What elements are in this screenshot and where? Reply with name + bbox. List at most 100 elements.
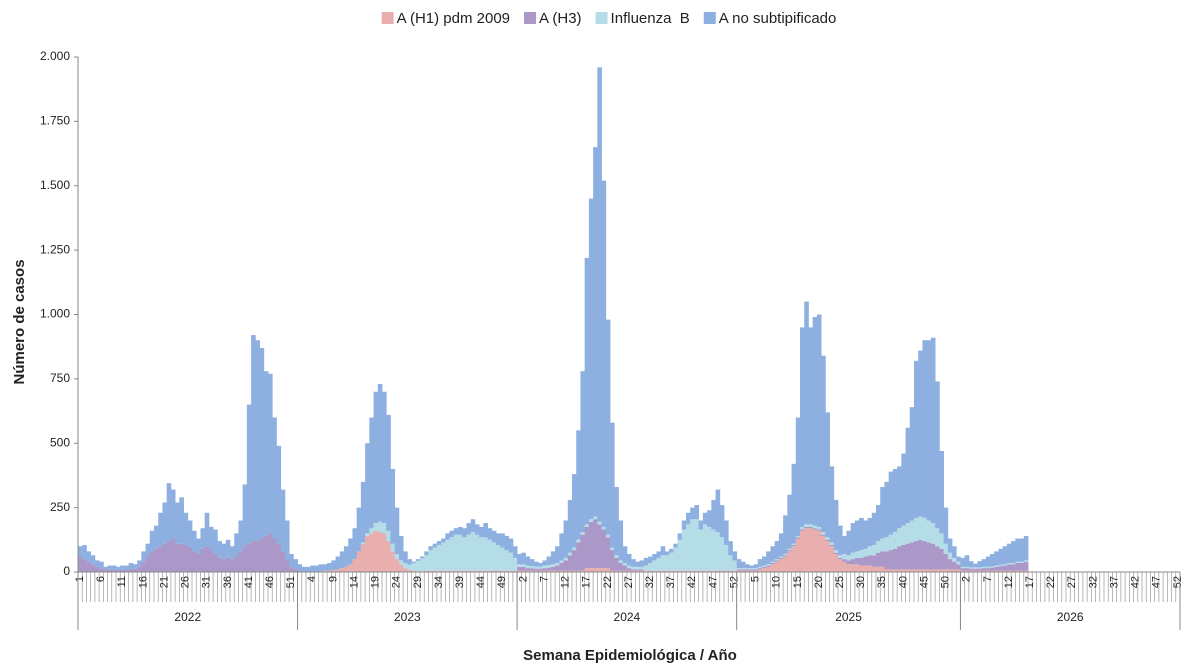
bar-segment <box>926 569 932 572</box>
bar-segment <box>458 526 463 535</box>
bar-segment <box>534 561 539 567</box>
bar-segment <box>673 570 678 572</box>
bar-segment <box>179 543 184 572</box>
bar-segment <box>1006 543 1012 563</box>
bar-segment <box>914 517 919 542</box>
bar-segment <box>850 559 856 565</box>
x-tick-label: 10 <box>771 576 783 588</box>
bar-segment <box>614 570 619 572</box>
bar-segment <box>694 519 700 571</box>
bar-segment <box>694 570 700 572</box>
bar-segment <box>449 530 455 538</box>
bar-segment <box>572 474 577 548</box>
bar-segment <box>660 570 666 572</box>
bar-segment <box>774 560 780 562</box>
bar-segment <box>111 569 117 572</box>
bar-segment <box>504 535 510 551</box>
bar-segment <box>905 569 911 572</box>
bar-segment <box>403 551 408 563</box>
bar-segment <box>403 568 408 572</box>
bar-segment <box>458 534 463 571</box>
bar-segment <box>293 559 298 569</box>
bar-segment <box>246 404 252 544</box>
bar-segment <box>816 314 822 527</box>
bar-segment <box>386 414 391 531</box>
bar-segment <box>550 566 556 571</box>
bar-segment <box>588 568 594 572</box>
bar-segment <box>935 569 940 572</box>
bar-segment <box>656 551 662 558</box>
bar-segment <box>918 350 923 517</box>
bar-segment <box>1023 535 1029 561</box>
bar-segment <box>867 555 873 566</box>
bar-segment <box>453 528 459 535</box>
bar-segment <box>415 559 421 561</box>
bar-segment <box>669 548 674 553</box>
bar-segment <box>829 544 835 547</box>
bar-segment <box>622 546 628 563</box>
bar-segment <box>158 512 163 547</box>
bar-segment <box>192 551 197 572</box>
bar-segment <box>529 570 535 572</box>
bar-segment <box>593 568 598 572</box>
bar-segment <box>939 450 944 534</box>
bar-segment <box>572 547 577 551</box>
bar-segment <box>322 564 328 571</box>
x-tick-label: 17 <box>1024 576 1036 588</box>
bar-segment <box>973 568 978 571</box>
x-tick-label: 34 <box>433 576 445 588</box>
x-tick-label: 7 <box>982 576 994 582</box>
bar-segment <box>652 570 657 572</box>
bar-segment <box>234 533 239 557</box>
x-tick-label: 45 <box>918 576 930 588</box>
bar-segment <box>238 551 244 572</box>
bar-segment <box>770 561 776 563</box>
bar-segment <box>719 570 725 572</box>
bar-segment <box>783 555 788 557</box>
bar-segment <box>774 561 780 572</box>
bar-segment <box>154 525 159 549</box>
y-tick-label: 250 <box>50 500 70 514</box>
bar-segment <box>897 546 902 570</box>
bar-segment <box>559 560 564 563</box>
bar-segment <box>749 568 754 570</box>
bar-segment <box>702 512 708 525</box>
bar-segment <box>521 566 526 571</box>
bar-segment <box>968 561 974 568</box>
bar-segment <box>394 553 400 560</box>
bar-segment <box>559 562 564 571</box>
bar-segment <box>901 525 906 545</box>
bar-segment <box>225 539 231 558</box>
bar-segment <box>175 502 180 544</box>
bar-segment <box>664 551 670 556</box>
bar-segment <box>272 417 277 539</box>
x-tick-label: 6 <box>95 576 107 582</box>
bar-segment <box>132 564 138 569</box>
bar-segment <box>1006 564 1012 571</box>
bar-segment <box>504 550 510 571</box>
bar-segment <box>728 555 733 571</box>
bar-segment <box>656 570 662 572</box>
bar-segment <box>424 570 429 572</box>
legend: A (H1) pdm 2009 A (H3) Influenza B A no sub… <box>381 10 836 27</box>
bar-segment <box>225 557 231 572</box>
bar-segment <box>990 553 995 567</box>
bar-segment <box>749 569 754 571</box>
bar-segment <box>487 539 493 571</box>
bar-segment <box>487 570 493 572</box>
bar-segment <box>580 534 586 571</box>
x-tick-label: 22 <box>1045 576 1057 588</box>
bar-segment <box>567 570 573 572</box>
bar-segment <box>770 546 776 562</box>
bar-segment <box>1019 538 1025 562</box>
bar-segment <box>217 541 222 558</box>
bar-segment <box>255 541 260 572</box>
bar-segment <box>791 463 797 544</box>
bar-segment <box>192 530 197 552</box>
bar-segment <box>132 568 138 572</box>
bar-segment <box>626 565 632 569</box>
bar-segment <box>580 570 586 572</box>
x-tick-label: 2 <box>517 576 529 582</box>
bar-segment <box>757 569 763 572</box>
bar-segment <box>914 541 919 570</box>
